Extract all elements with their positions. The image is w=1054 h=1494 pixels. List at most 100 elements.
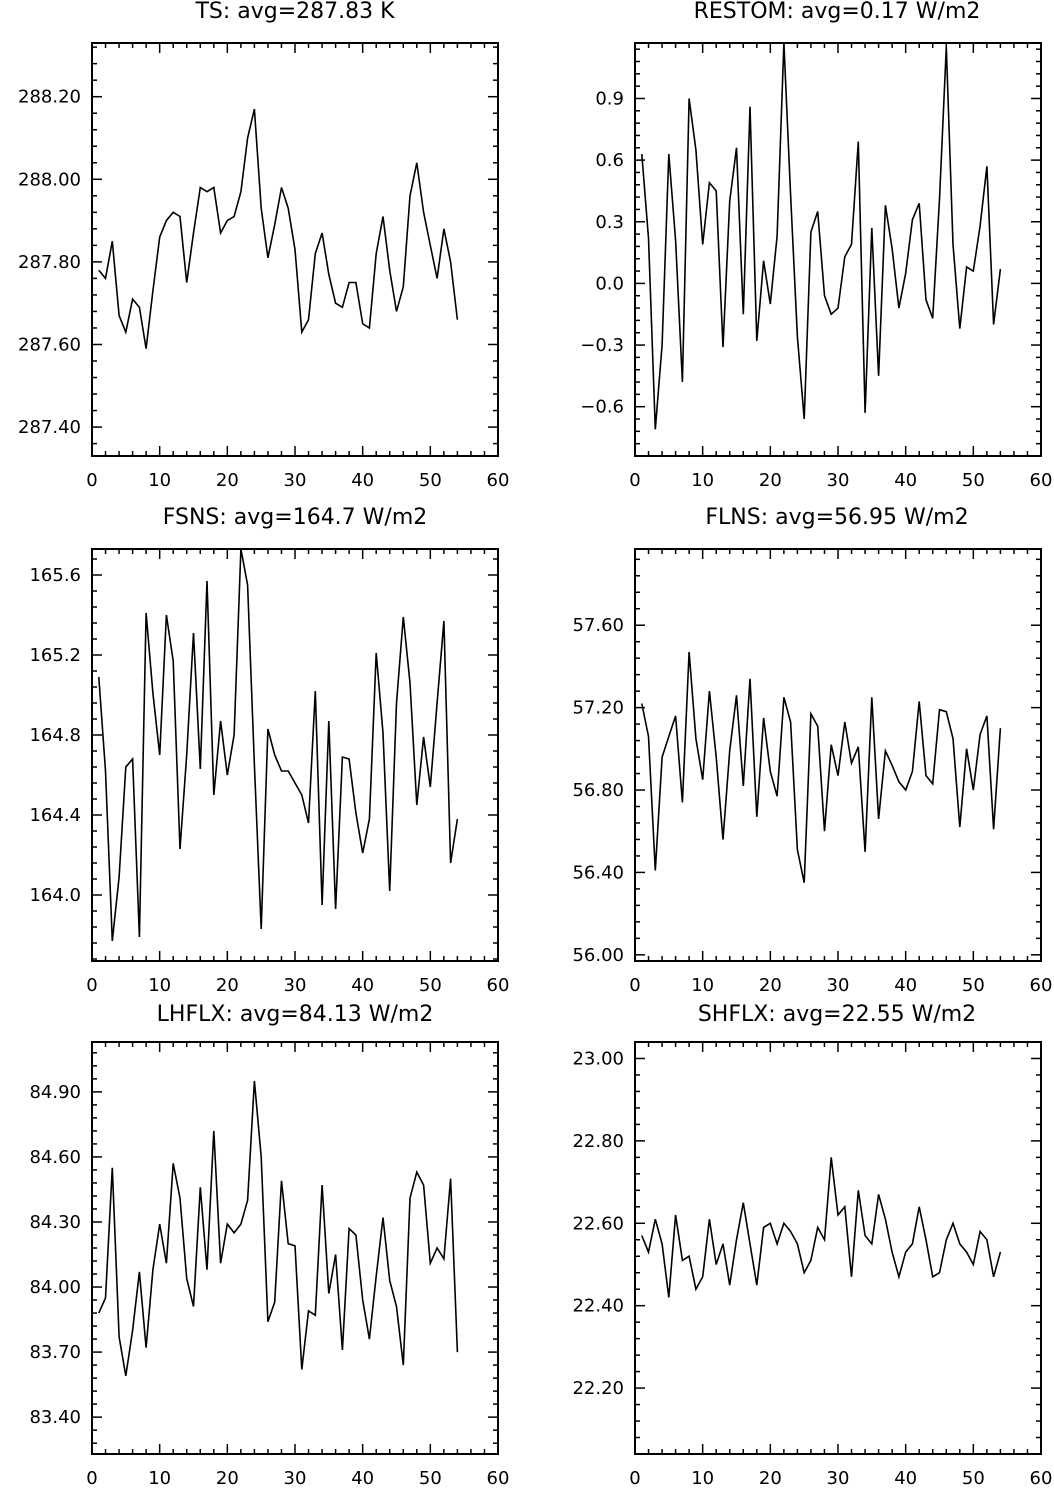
x-tick-label: 0 xyxy=(629,470,640,491)
tick-marks xyxy=(634,43,1042,457)
y-tick-label: 22.40 xyxy=(572,1296,624,1317)
x-tick-label: 0 xyxy=(86,1468,97,1489)
plot-panel: TS: avg=287.83 K 0 10 20 30 40 50 60 287.40 287.6… xyxy=(18,0,509,491)
x-tick-label: 40 xyxy=(351,470,374,491)
x-tick-label: 50 xyxy=(962,1468,985,1489)
tick-marks xyxy=(634,549,1042,961)
x-tick-label: 10 xyxy=(148,470,171,491)
y-tick-label: 287.60 xyxy=(18,334,81,355)
series-line xyxy=(98,108,459,349)
x-tick-label: 20 xyxy=(216,1468,239,1489)
y-tick-label: 84.00 xyxy=(29,1277,81,1298)
x-tick-label: 50 xyxy=(962,975,985,996)
x-tick-label: 0 xyxy=(86,975,97,996)
plot-panel: SHFLX: avg=22.55 W/m2 0 10 20 30 40 50 60 22.20 2… xyxy=(572,1002,1052,1489)
y-tick-label: 57.20 xyxy=(572,698,624,719)
y-tick-label: 0.9 xyxy=(595,88,624,109)
x-tick-label: 50 xyxy=(419,1468,442,1489)
plot-panel: FSNS: avg=164.7 W/m2 0 10 20 30 40 50 60 164.0 16… xyxy=(29,505,509,996)
x-tick-label: 20 xyxy=(216,470,239,491)
y-tick-label: 22.80 xyxy=(572,1131,624,1152)
y-tick-label: 165.6 xyxy=(29,565,81,586)
x-tick-label: 20 xyxy=(759,1468,782,1489)
x-tick-label: 20 xyxy=(759,470,782,491)
y-tick-label: 164.0 xyxy=(29,885,81,906)
series-line xyxy=(641,1157,1002,1298)
tick-marks xyxy=(91,1042,499,1454)
y-tick-label: 84.30 xyxy=(29,1212,81,1233)
x-tick-label: 50 xyxy=(419,975,442,996)
x-tick-label: 60 xyxy=(1030,1468,1053,1489)
y-tick-label: 288.00 xyxy=(18,169,81,190)
panel-title: TS: avg=287.83 K xyxy=(194,0,395,24)
x-tick-label: 0 xyxy=(629,1468,640,1489)
y-tick-label: 83.40 xyxy=(29,1407,81,1428)
x-tick-label: 50 xyxy=(962,470,985,491)
x-tick-label: 20 xyxy=(216,975,239,996)
x-tick-label: 30 xyxy=(284,975,307,996)
x-tick-label: 30 xyxy=(284,470,307,491)
x-tick-label: 30 xyxy=(827,470,850,491)
plot-frame xyxy=(634,1041,1042,1455)
plot-frame xyxy=(634,42,1042,457)
panel-title: RESTOM: avg=0.17 W/m2 xyxy=(694,0,981,24)
x-tick-label: 10 xyxy=(148,1468,171,1489)
x-tick-label: 40 xyxy=(894,470,917,491)
y-tick-label: 288.20 xyxy=(18,87,81,108)
x-tick-label: 0 xyxy=(86,470,97,491)
y-tick-label: 0.0 xyxy=(595,273,624,294)
y-tick-label: 56.00 xyxy=(572,945,624,966)
x-tick-label: 40 xyxy=(894,975,917,996)
y-tick-label: 0.3 xyxy=(595,212,624,233)
x-tick-label: 60 xyxy=(487,470,510,491)
x-tick-label: 30 xyxy=(827,1468,850,1489)
y-tick-label: 83.70 xyxy=(29,1342,81,1363)
plot-panel: RESTOM: avg=0.17 W/m2 0 10 20 30 40 50 60 −0.6 −0… xyxy=(580,0,1052,491)
x-tick-label: 10 xyxy=(691,975,714,996)
series-line xyxy=(98,1080,459,1377)
x-tick-label: 60 xyxy=(487,975,510,996)
x-tick-label: 10 xyxy=(691,1468,714,1489)
x-tick-label: 60 xyxy=(1030,975,1053,996)
x-tick-label: 40 xyxy=(894,1468,917,1489)
y-tick-label: 287.80 xyxy=(18,252,81,273)
y-tick-label: −0.3 xyxy=(580,335,624,356)
x-tick-label: 20 xyxy=(759,975,782,996)
plot-frame xyxy=(91,548,499,962)
panel-title: FLNS: avg=56.95 W/m2 xyxy=(705,505,968,530)
tick-marks xyxy=(91,549,499,961)
x-tick-label: 0 xyxy=(629,975,640,996)
tick-marks xyxy=(91,43,499,456)
x-tick-label: 60 xyxy=(487,1468,510,1489)
y-tick-label: 56.80 xyxy=(572,780,624,801)
y-tick-label: 57.60 xyxy=(572,615,624,636)
y-tick-label: 287.40 xyxy=(18,417,81,438)
y-tick-label: 23.00 xyxy=(572,1048,624,1069)
y-tick-label: 22.60 xyxy=(572,1213,624,1234)
y-tick-label: 56.40 xyxy=(572,862,624,883)
y-tick-label: −0.6 xyxy=(580,397,624,418)
panel-title: LHFLX: avg=84.13 W/m2 xyxy=(157,1002,434,1027)
y-tick-label: 165.2 xyxy=(29,645,81,666)
panel-title: FSNS: avg=164.7 W/m2 xyxy=(163,505,428,530)
plot-frame xyxy=(634,548,1042,962)
series-line xyxy=(641,651,1002,883)
y-tick-label: 0.6 xyxy=(595,150,624,171)
x-tick-label: 10 xyxy=(691,470,714,491)
x-tick-label: 60 xyxy=(1030,470,1053,491)
x-tick-label: 10 xyxy=(148,975,171,996)
panel-title: SHFLX: avg=22.55 W/m2 xyxy=(698,1002,976,1027)
tick-marks xyxy=(634,1041,1042,1455)
x-tick-label: 50 xyxy=(419,470,442,491)
y-tick-label: 22.20 xyxy=(572,1378,624,1399)
x-tick-label: 30 xyxy=(827,975,850,996)
y-tick-label: 84.90 xyxy=(29,1082,81,1103)
x-tick-label: 40 xyxy=(351,975,374,996)
y-tick-label: 84.60 xyxy=(29,1147,81,1168)
plot-panel: LHFLX: avg=84.13 W/m2 0 10 20 30 40 50 60 83.40 8… xyxy=(29,1002,509,1489)
y-tick-label: 164.8 xyxy=(29,725,81,746)
x-tick-label: 40 xyxy=(351,1468,374,1489)
y-tick-label: 164.4 xyxy=(29,805,81,826)
plot-panel: FLNS: avg=56.95 W/m2 0 10 20 30 40 50 60 56.00 56… xyxy=(572,505,1052,996)
